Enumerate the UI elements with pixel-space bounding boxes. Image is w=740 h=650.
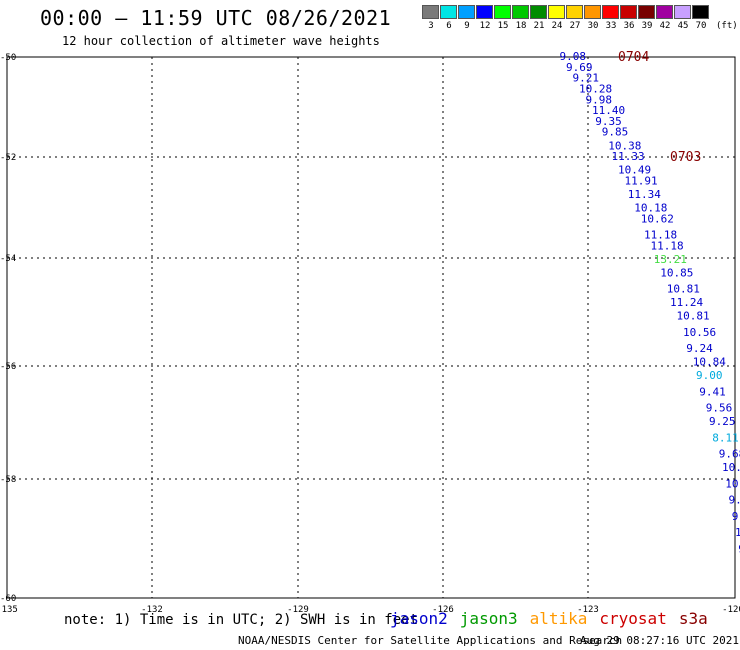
color-bin-label: 36 xyxy=(623,21,635,31)
x-tick-label: -120 xyxy=(722,605,740,615)
wave-height-label: 9.08 xyxy=(560,50,587,63)
wave-height-label: 11.34 xyxy=(628,188,661,201)
satellite-legend-item: cryosat xyxy=(599,609,667,628)
y-tick-label: -56 xyxy=(0,362,16,372)
wave-height-label: 10.84 xyxy=(693,356,726,369)
satellite-legend-item: s3a xyxy=(678,609,708,628)
color-bin-label: 42 xyxy=(659,21,671,31)
wave-height-label: 11.40 xyxy=(592,104,625,117)
wave-height-label: 9.62 xyxy=(729,494,740,507)
color-bin-label: 45 xyxy=(677,21,689,31)
color-bin-swatch xyxy=(656,5,673,19)
wave-height-label: 11.18 xyxy=(651,239,684,252)
satellite-legend-item: altika xyxy=(529,609,588,628)
color-bin-label: 9 xyxy=(464,21,470,31)
y-tick-label: -58 xyxy=(0,475,16,485)
satellite-legend-item: jason3 xyxy=(459,609,518,628)
wave-height-label: 9.24 xyxy=(686,342,713,355)
color-bin-swatch xyxy=(566,5,583,19)
wave-height-label: 10.85 xyxy=(660,266,693,279)
wave-height-label: 9.00 xyxy=(696,369,723,382)
satellite-legend: jason2 jason3 altika cryosat s3a xyxy=(390,609,720,628)
generation-timestamp: Aug 29 08:27:16 UTC 2021 xyxy=(580,634,739,647)
color-bin-swatch xyxy=(458,5,475,19)
wave-height-label: 11.91 xyxy=(625,174,658,187)
color-bin-label: 27 xyxy=(569,21,581,31)
wave-height-label: 10.62 xyxy=(641,212,674,225)
color-bin-swatch xyxy=(620,5,637,19)
x-tick-label: -132 xyxy=(141,605,163,615)
wave-height-label: 10.56 xyxy=(683,326,716,339)
wave-height-label: 10.18 xyxy=(634,201,667,214)
wave-height-label: 13.21 xyxy=(654,253,687,266)
y-tick-label: -50 xyxy=(0,53,16,63)
color-bin-label: 18 xyxy=(515,21,527,31)
x-tick-label: -129 xyxy=(287,605,309,615)
wave-height-label: 10.40 xyxy=(735,526,740,539)
wave-height-label: 9.69 xyxy=(566,61,593,74)
satellite-legend-item: jason2 xyxy=(390,609,448,628)
wave-height-label: 10.81 xyxy=(667,283,700,296)
color-bin-label: 39 xyxy=(641,21,653,31)
footer-credit: NOAA/NESDIS Center for Satellite Applica… xyxy=(238,634,623,647)
wave-height-label: 10.34 xyxy=(722,461,740,474)
wave-height-label: 9.56 xyxy=(706,402,733,415)
wave-height-label: 10.38 xyxy=(608,139,641,152)
x-tick-label: -123 xyxy=(577,605,599,615)
color-bin-swatch xyxy=(494,5,511,19)
wave-height-label: 9.68 xyxy=(719,448,740,461)
pass-time-label: 0703 xyxy=(670,150,701,165)
color-bin-swatch xyxy=(674,5,691,19)
x-tick-label: -135 xyxy=(0,605,18,615)
y-tick-label: -54 xyxy=(0,254,16,264)
color-bin-label: 30 xyxy=(587,21,599,31)
color-bin-swatch xyxy=(584,5,601,19)
wave-height-label: 9.21 xyxy=(573,72,600,85)
pass-time-label: 0704 xyxy=(618,50,649,65)
wave-height-label: 9.85 xyxy=(602,126,629,139)
color-bin-swatch xyxy=(548,5,565,19)
wave-height-label: 10.15 xyxy=(725,477,740,490)
wave-height-label: 10.81 xyxy=(677,310,710,323)
color-bin-swatch xyxy=(602,5,619,19)
color-bin-swatch xyxy=(476,5,493,19)
color-bin-swatch xyxy=(530,5,547,19)
chart-title: 00:00 – 11:59 UTC 08/26/2021 xyxy=(40,6,392,30)
wave-height-label: 9.03 xyxy=(732,510,740,523)
wave-height-label: 9.35 xyxy=(595,115,622,128)
wave-height-label: 9.41 xyxy=(699,385,726,398)
color-bin-swatch xyxy=(638,5,655,19)
color-bin-swatch xyxy=(422,5,439,19)
color-bin-label: 12 xyxy=(479,21,491,31)
color-bin-label: 6 xyxy=(446,21,452,31)
wave-height-label: 9.25 xyxy=(709,415,736,428)
color-bin-swatch xyxy=(692,5,709,19)
color-bin-label: 15 xyxy=(497,21,509,31)
color-bin-label: 70 xyxy=(695,21,707,31)
color-bin-label: 33 xyxy=(605,21,617,31)
wave-height-label: 10.28 xyxy=(579,82,612,95)
color-scale-bar xyxy=(422,5,710,19)
wave-height-label: 9.98 xyxy=(586,93,613,106)
wave-height-label: 11.24 xyxy=(670,296,703,309)
wave-height-label: 10.49 xyxy=(618,164,651,177)
plot-frame xyxy=(6,56,736,599)
note-text: note: 1) Time is in UTC; 2) SWH is in fe… xyxy=(64,612,419,628)
color-bin-label: 3 xyxy=(428,21,434,31)
y-tick-label: -52 xyxy=(0,153,16,163)
color-bin-label: 24 xyxy=(551,21,563,31)
y-tick-label: -60 xyxy=(0,594,16,604)
color-bin-swatch xyxy=(440,5,457,19)
color-scale-labels: 3 6 9 12 15 18 21 24 27 30 33 36 39 42 45 70 xyxy=(422,21,710,31)
wave-height-label: 8.11 xyxy=(712,431,739,444)
wave-height-label: 11.33 xyxy=(612,150,645,163)
color-bin-label: 21 xyxy=(533,21,545,31)
wave-height-label: 11.18 xyxy=(644,229,677,242)
chart-subtitle: 12 hour collection of altimeter wave hei… xyxy=(62,34,380,48)
wave-height-label: 9.70 xyxy=(738,542,740,555)
color-scale-unit: (ft) xyxy=(716,21,738,31)
x-tick-label: -126 xyxy=(432,605,454,615)
color-bin-swatch xyxy=(512,5,529,19)
